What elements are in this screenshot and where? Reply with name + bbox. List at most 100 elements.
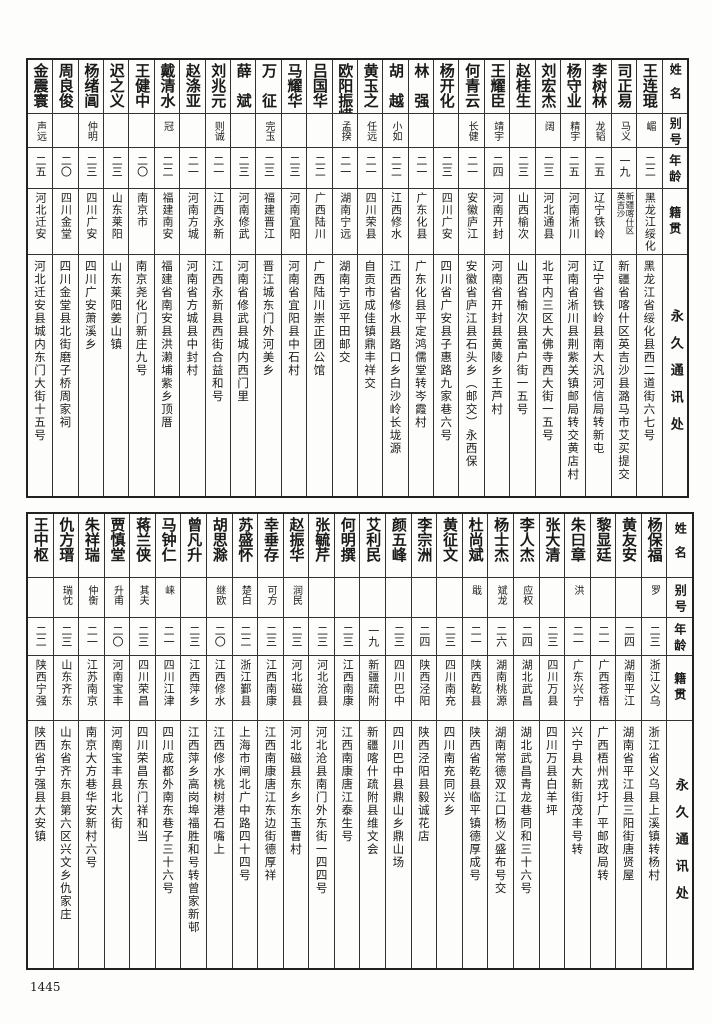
address-text: 兴宁县大新街茂丰号转 xyxy=(570,726,585,856)
alias-cell xyxy=(360,578,386,618)
name-text: 苏盛怀 xyxy=(236,517,255,562)
hometown-cell: 四川广安 xyxy=(78,189,104,255)
name-text: 王健中 xyxy=(133,63,152,108)
hometown-text: 辽宁铁岭 xyxy=(592,192,606,240)
table-row: 王连琨嵋二二 黑龙江绥化 黑龙江省绥化县西二道街六七号 xyxy=(636,60,662,496)
hometown-text: 江苏南京 xyxy=(85,659,99,707)
name-text: 吕国华 xyxy=(310,63,329,108)
address-cell: 四川荣昌东门祥和当 xyxy=(130,721,155,968)
age-text: 二〇 xyxy=(135,155,149,177)
address-cell: 四川省广安县子惠路九家巷六号 xyxy=(434,255,458,496)
age-cell: 二二 xyxy=(637,148,662,189)
hometown-text: 浙江义乌 xyxy=(648,659,662,707)
age-cell: 二一 xyxy=(205,148,230,189)
hometown-text: 江西永新 xyxy=(211,192,225,240)
address-cell: 江西省修水县路口乡白沙岭长垅源 xyxy=(383,255,407,496)
address-text: 河南省方城县中封村 xyxy=(185,260,200,377)
hometown-text: 福建南安 xyxy=(160,192,174,240)
address-text: 四川万县白羊坪 xyxy=(544,726,559,817)
name-cell: 万 征 xyxy=(256,60,281,114)
age-text: 二二 xyxy=(34,625,48,647)
table-row: 幸垂存 可方 二三 江西南康 江西南康唐江东边街德厚祥 xyxy=(257,514,283,968)
address-cell: 四川金堂县北街磨子桥周家祠 xyxy=(53,255,77,496)
address-cell: 南京尧化门新庄九号 xyxy=(129,255,153,496)
hometown-text: 湖南桃源 xyxy=(494,659,508,707)
name-text: 胡思滁 xyxy=(210,517,229,562)
address-text: 陕西省乾县临平镇德厚成号 xyxy=(468,726,483,882)
hometown-text: 南京市 xyxy=(135,192,149,228)
hometown-text: 福建晋江 xyxy=(262,192,276,240)
hometown-cell: 河南淅川 xyxy=(561,189,586,255)
address-text: 湖南省平江县三阳街唐贤屋 xyxy=(621,726,636,882)
age-cell: 二〇 xyxy=(53,148,78,189)
hometown-text: 江西南康 xyxy=(341,659,355,707)
alias-cell: 长健 xyxy=(459,114,484,148)
alias-cell: 其夫 xyxy=(130,578,155,618)
hometown-cell: 江西修水 xyxy=(207,656,232,721)
address-cell: 山东莱阳姜山镇 xyxy=(104,255,128,496)
name-cell: 杨士杰 xyxy=(488,514,513,578)
age-cell: 二三 xyxy=(434,148,459,189)
hometown-cell: 江西修水 xyxy=(383,189,408,255)
address-cell: 自贡市成佳镇鼎丰祥交 xyxy=(358,255,382,496)
age-cell: 二一 xyxy=(79,618,104,656)
age-text: 二四 xyxy=(622,625,636,647)
header-address-cell: 永久通讯处 xyxy=(667,721,692,968)
address-cell: 江西永新县西街合益和号 xyxy=(206,255,230,496)
age-cell: 二五 xyxy=(27,148,53,189)
address-cell: 新疆喀什疏附县维文会 xyxy=(360,721,385,968)
age-cell: 二四 xyxy=(484,148,510,189)
age-cell: 二三 xyxy=(386,618,411,656)
name-cell: 李树林 xyxy=(586,60,611,114)
hometown-cell: 陕西乾县 xyxy=(462,656,488,721)
address-cell: 河南宝丰县北大街 xyxy=(105,721,130,968)
address-text: 河北沧县南门外东街一四四号 xyxy=(314,726,329,895)
name-text: 朱曰章 xyxy=(568,517,587,562)
name-text: 杨守业 xyxy=(564,63,583,108)
hometown-cell: 山西榆次 xyxy=(510,189,535,255)
header-alias-cell: 别号 xyxy=(667,578,692,618)
alias-text: 楚白 xyxy=(239,585,251,605)
name-cell: 杨绪阊 xyxy=(78,60,104,114)
hometown-text: 安徽庐江 xyxy=(465,192,479,240)
age-text: 二一 xyxy=(211,155,225,177)
age-cell: 二〇 xyxy=(207,618,232,656)
age-cell: 二三 xyxy=(230,148,256,189)
hometown-cell: 陕西泾阳 xyxy=(411,656,437,721)
alias-cell: 润民 xyxy=(283,578,309,618)
name-cell: 马钟仁 xyxy=(155,514,181,578)
alias-cell xyxy=(437,578,462,618)
address-cell: 湖南宁远平田邮交 xyxy=(333,255,357,496)
table-row: 司正易 马义 一九 新疆喀什区英吉沙 新疆省喀什区英吉沙县潞马市艾买提交 xyxy=(610,60,637,496)
name-text: 迟之义 xyxy=(107,63,126,108)
hometown-cell: 湖南宁远 xyxy=(332,189,357,255)
hometown-text: 四川广安 xyxy=(440,192,454,240)
hometown-text: 四川江津 xyxy=(162,659,176,707)
name-text: 曾凡升 xyxy=(185,517,204,562)
table-row: 王中枢 二二 陕西宁强 陕西省宁强县大安镇 xyxy=(27,514,53,968)
name-cell: 杨保福 xyxy=(641,514,667,578)
name-text: 赵桂生 xyxy=(513,63,532,108)
name-cell: 杨开化 xyxy=(434,60,459,114)
alias-cell: 小如 xyxy=(383,114,408,148)
table-row: 薛 斌二三 河南修武 河南省修武县城内西门里 xyxy=(229,60,256,496)
table-row: 戴清水冠二二 福建南安 福建省南安县洪濑埔紫乡顶厝 xyxy=(153,60,180,496)
alias-text: 继欧 xyxy=(213,585,225,605)
name-cell: 黄征文 xyxy=(437,514,462,578)
alias-cell: 任远 xyxy=(357,114,383,148)
header-name-text: 姓名 xyxy=(673,521,688,570)
name-text: 杨士杰 xyxy=(492,517,511,562)
age-cell: 二三 xyxy=(437,618,462,656)
address-text: 江西修水桃树港石嘴上 xyxy=(212,726,227,856)
name-text: 黄友安 xyxy=(620,517,639,562)
hometown-text: 山东齐东 xyxy=(59,659,73,707)
alias-cell: 冠 xyxy=(154,114,180,148)
hometown-text: 四川万县 xyxy=(545,659,559,707)
address-cell: 湖北武昌青龙巷同和三十六号 xyxy=(514,721,539,968)
address-cell: 河北磁县东乡东玉曹村 xyxy=(284,721,309,968)
address-cell: 陕西省乾县临平镇德厚成号 xyxy=(463,721,488,968)
address-cell: 陕西泾阳县毅诚花店 xyxy=(412,721,437,968)
hometown-cell: 福建晋江 xyxy=(256,189,281,255)
age-cell: 二〇 xyxy=(129,148,154,189)
alias-cell xyxy=(539,578,565,618)
